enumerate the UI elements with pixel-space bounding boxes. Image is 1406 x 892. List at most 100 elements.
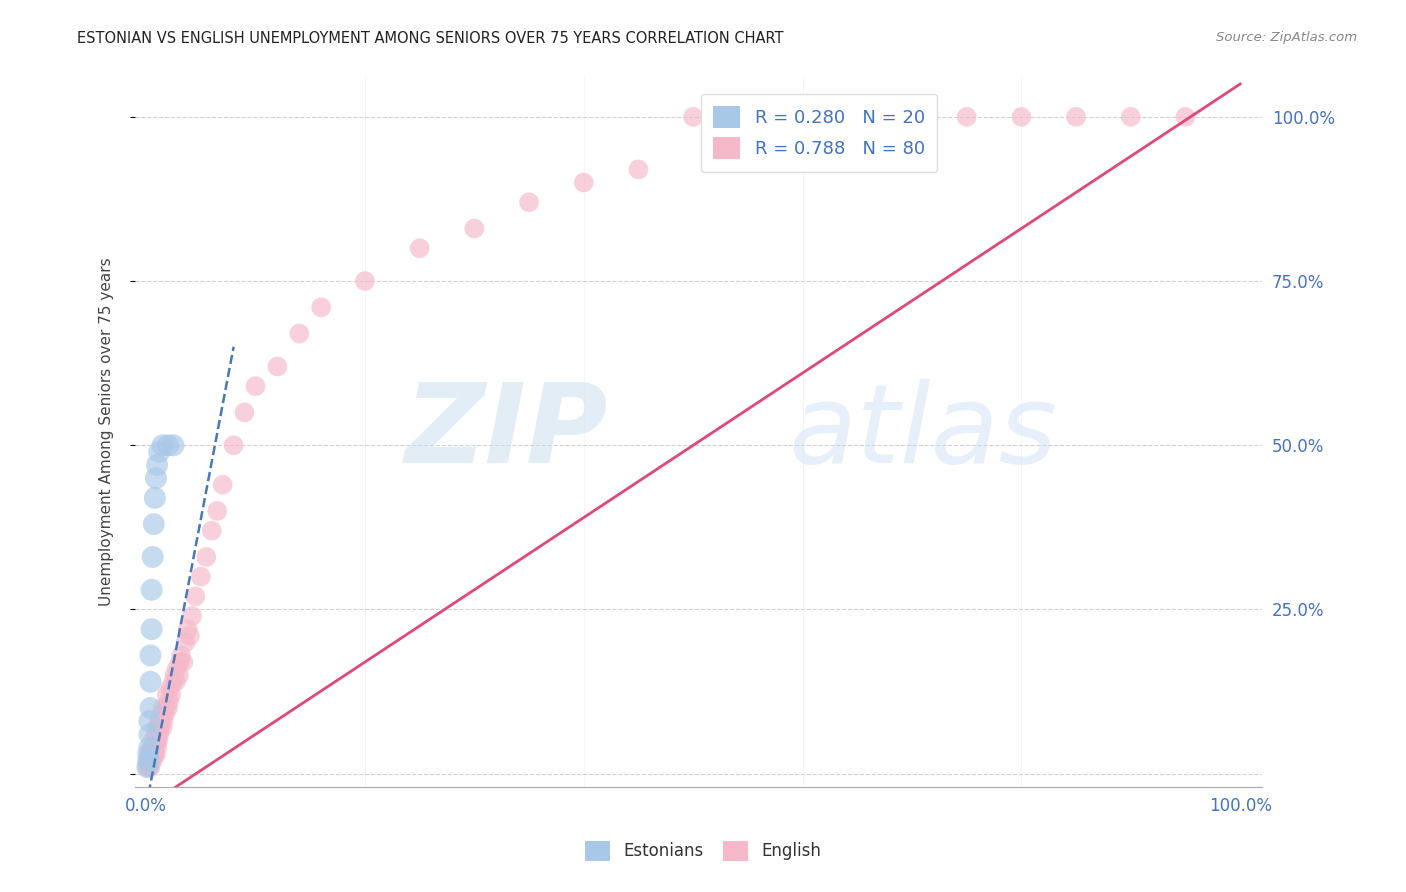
Point <box>139 760 162 774</box>
Point <box>288 326 311 341</box>
Y-axis label: Unemployment Among Seniors over 75 years: Unemployment Among Seniors over 75 years <box>100 258 114 607</box>
Point <box>1010 110 1032 124</box>
Point <box>177 622 200 636</box>
Point <box>792 110 814 124</box>
Point <box>139 701 162 715</box>
Point <box>266 359 288 374</box>
Point <box>136 747 159 761</box>
Point <box>1064 110 1087 124</box>
Point <box>142 747 165 761</box>
Point <box>136 754 159 768</box>
Point <box>142 517 165 532</box>
Point <box>143 747 166 761</box>
Point <box>354 274 377 288</box>
Point <box>138 714 160 728</box>
Point <box>141 582 163 597</box>
Point <box>162 438 184 452</box>
Point <box>201 524 224 538</box>
Point <box>156 438 179 452</box>
Point <box>179 629 201 643</box>
Point <box>170 648 193 663</box>
Point <box>136 754 159 768</box>
Point <box>627 162 650 177</box>
Point <box>1174 110 1197 124</box>
Point <box>901 110 924 124</box>
Point <box>190 569 212 583</box>
Point <box>163 668 186 682</box>
Point <box>141 747 163 761</box>
Point <box>517 195 540 210</box>
Point <box>167 668 190 682</box>
Point <box>150 707 173 722</box>
Text: ESTONIAN VS ENGLISH UNEMPLOYMENT AMONG SENIORS OVER 75 YEARS CORRELATION CHART: ESTONIAN VS ENGLISH UNEMPLOYMENT AMONG S… <box>77 31 783 46</box>
Point <box>139 674 162 689</box>
Point <box>138 754 160 768</box>
Point <box>181 609 204 624</box>
Point <box>166 662 188 676</box>
Text: Source: ZipAtlas.com: Source: ZipAtlas.com <box>1216 31 1357 45</box>
Point <box>222 438 245 452</box>
Point <box>159 681 181 696</box>
Point <box>309 301 332 315</box>
Point <box>142 740 165 755</box>
Text: atlas: atlas <box>789 378 1057 485</box>
Point <box>408 241 430 255</box>
Point <box>174 635 197 649</box>
Point <box>141 754 163 768</box>
Point <box>152 721 174 735</box>
Point <box>146 721 169 735</box>
Point <box>184 590 207 604</box>
Point <box>141 740 163 755</box>
Point <box>136 760 159 774</box>
Point <box>143 734 166 748</box>
Point <box>172 655 194 669</box>
Point <box>152 701 174 715</box>
Legend: R = 0.280   N = 20, R = 0.788   N = 80: R = 0.280 N = 20, R = 0.788 N = 80 <box>700 94 938 172</box>
Point <box>145 727 167 741</box>
Point <box>139 754 162 768</box>
Point <box>160 688 183 702</box>
Point <box>572 176 595 190</box>
Point <box>152 714 174 728</box>
Point <box>142 549 165 564</box>
Point <box>156 701 179 715</box>
Point <box>142 754 165 768</box>
Point <box>139 648 162 663</box>
Point <box>139 747 162 761</box>
Point <box>146 721 169 735</box>
Point <box>165 674 187 689</box>
Point <box>737 110 759 124</box>
Point <box>138 747 160 761</box>
Point <box>146 740 169 755</box>
Point <box>233 405 256 419</box>
Point <box>138 740 160 755</box>
Point <box>149 721 172 735</box>
Point <box>142 747 165 761</box>
Point <box>146 458 169 472</box>
Point <box>153 707 176 722</box>
Legend: Estonians, English: Estonians, English <box>578 834 828 868</box>
Point <box>142 734 165 748</box>
Point <box>138 727 160 741</box>
Point <box>956 110 979 124</box>
Point <box>162 674 184 689</box>
Point <box>157 694 180 708</box>
Point <box>148 727 170 741</box>
Point <box>211 477 233 491</box>
Point <box>143 491 166 505</box>
Point <box>156 688 179 702</box>
Point <box>155 701 177 715</box>
Point <box>169 655 191 669</box>
Point <box>146 734 169 748</box>
Point <box>195 549 218 564</box>
Point <box>141 622 163 636</box>
Point <box>136 760 159 774</box>
Point <box>146 734 169 748</box>
Point <box>148 714 170 728</box>
Point <box>136 760 159 774</box>
Text: ZIP: ZIP <box>405 378 609 485</box>
Point <box>207 504 229 518</box>
Point <box>138 760 160 774</box>
Point <box>245 379 267 393</box>
Point <box>145 471 167 485</box>
